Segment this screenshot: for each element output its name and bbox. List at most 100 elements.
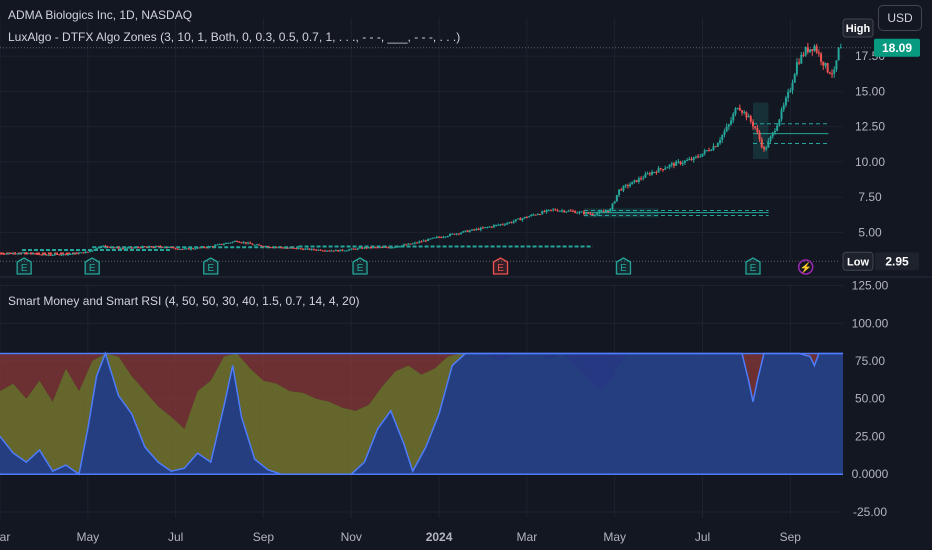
candle-body <box>179 248 182 250</box>
candle-body <box>804 47 807 56</box>
dividend-marker[interactable]: ⚡ <box>797 259 814 275</box>
candle-body <box>56 253 59 255</box>
candle-body <box>633 180 636 182</box>
candle-body <box>380 247 383 249</box>
candle-body <box>53 253 56 255</box>
candle-body <box>651 172 654 175</box>
candle-body <box>323 250 326 252</box>
candle-body <box>589 213 592 215</box>
candle-body <box>602 211 605 213</box>
candle-body <box>661 169 664 171</box>
candle-body <box>596 213 599 215</box>
candle-body <box>18 253 21 255</box>
earnings-marker[interactable]: E <box>84 257 100 275</box>
candle-body <box>501 224 504 226</box>
candle-body <box>218 243 221 245</box>
candle-body <box>418 241 421 243</box>
candle-body <box>776 125 779 131</box>
candle-body <box>271 247 274 249</box>
candle-body <box>288 247 291 249</box>
candle-body <box>23 252 26 254</box>
candle-body <box>514 219 517 222</box>
candle-body <box>73 252 76 254</box>
candle-body <box>277 247 280 249</box>
candle-body <box>484 227 487 229</box>
candle-body <box>328 250 331 252</box>
candle-body <box>198 247 201 249</box>
indicator-legend-bottom[interactable]: Smart Money and Smart RSI (4, 50, 50, 30… <box>8 294 360 308</box>
earnings-marker[interactable]: E <box>745 257 761 275</box>
candle-body <box>664 168 667 170</box>
candle-body <box>477 228 480 230</box>
candle-body <box>433 237 436 239</box>
candle-body <box>286 247 289 249</box>
candle-body <box>593 214 596 216</box>
candle-body <box>326 250 329 252</box>
candle-body <box>143 246 146 248</box>
candle-body <box>183 248 186 250</box>
candle-body <box>582 211 585 214</box>
candle-body <box>3 253 6 255</box>
earnings-marker[interactable]: E <box>352 257 368 275</box>
candle-body <box>58 254 61 256</box>
indicator-legend-top[interactable]: LuxAlgo - DTFX Algo Zones (3, 10, 1, Bot… <box>8 30 461 44</box>
candle-body <box>668 164 671 168</box>
candle-body <box>97 247 100 249</box>
candle-body <box>67 254 70 256</box>
candle-body <box>396 246 399 248</box>
candle-body <box>282 247 285 249</box>
candle-body <box>356 248 359 250</box>
candle-body <box>42 254 45 256</box>
rsi-axis-tick-label: -25.00 <box>853 505 887 519</box>
candle-body <box>29 253 32 255</box>
candle-body <box>174 248 177 250</box>
earnings-marker[interactable]: E <box>16 257 32 275</box>
candle-body <box>470 229 473 231</box>
candle-body <box>71 253 74 255</box>
candle-body <box>530 214 533 217</box>
candle-body <box>754 126 757 129</box>
candle-body <box>297 248 300 250</box>
candle-body <box>12 253 15 255</box>
rsi-axis-tick-label: 100.00 <box>852 316 889 330</box>
earnings-marker[interactable]: E <box>203 257 219 275</box>
candle-body <box>550 209 553 211</box>
high-badge <box>842 18 874 38</box>
time-axis-tick-label: May <box>76 530 99 544</box>
candle-body <box>615 194 618 202</box>
earnings-marker[interactable]: E <box>492 257 509 275</box>
candle-body <box>699 156 702 158</box>
candle-body <box>578 211 581 213</box>
candle-body <box>672 163 675 166</box>
candle-body <box>791 82 794 91</box>
candle-body <box>150 246 153 248</box>
candle-body <box>315 249 318 251</box>
candle-body <box>187 248 190 250</box>
candle-body <box>317 249 320 251</box>
candle-body <box>170 246 173 248</box>
candle-body <box>767 140 770 148</box>
candle-body <box>723 131 726 135</box>
candle-body <box>809 49 812 53</box>
candle-body <box>765 147 768 150</box>
currency-button[interactable]: USD <box>878 5 922 31</box>
candle-body <box>220 243 223 245</box>
candle-body <box>591 213 594 216</box>
candle-body <box>337 250 340 252</box>
candle-body <box>705 150 708 152</box>
candle-body <box>749 116 752 122</box>
candle-body <box>609 209 612 212</box>
candle-body <box>600 211 603 213</box>
earnings-marker[interactable]: E <box>615 257 632 275</box>
rsi-axis-tick-label: 125.00 <box>852 279 889 293</box>
candle-body <box>211 246 214 248</box>
candle-body <box>154 246 157 248</box>
candle-body <box>253 244 256 246</box>
candle-body <box>646 173 649 175</box>
candle-body <box>565 211 568 213</box>
candle-body <box>839 47 842 49</box>
event-marker-label: E <box>21 263 28 274</box>
candle-body <box>556 210 559 212</box>
candle-body <box>435 236 438 238</box>
